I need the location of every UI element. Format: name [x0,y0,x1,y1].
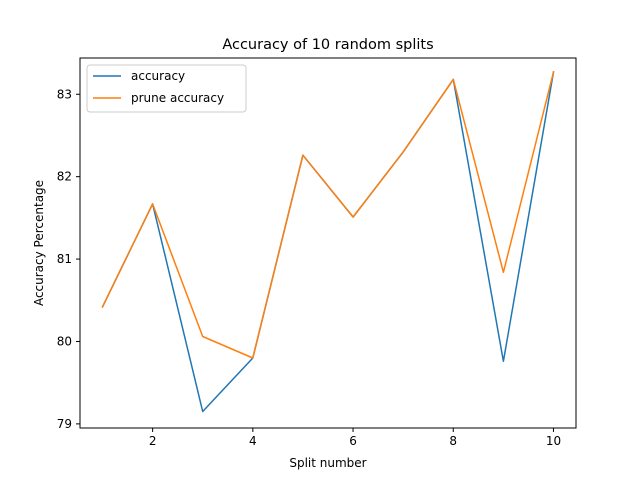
plot-area-frame [79,57,577,429]
y-tick-label: 83 [57,87,72,101]
y-tick-label: 79 [57,417,72,431]
series-line-prune-accuracy [101,71,555,359]
x-tick-label: 6 [349,434,357,448]
legend: accuracy prune accuracy [86,64,247,113]
y-axis-ticks: 79 80 81 82 83 [57,87,80,431]
x-tick-label: 2 [149,434,157,448]
legend-box [86,64,247,113]
x-tick-label: 10 [546,434,561,448]
y-tick-label: 80 [57,334,72,348]
series-layer [101,71,555,413]
x-tick-label: 8 [449,434,457,448]
legend-label-accuracy: accuracy [131,69,185,83]
y-axis-label: Accuracy Percentage [32,180,46,306]
x-axis-ticks: 2 4 6 8 10 [149,428,561,448]
y-tick-label: 82 [57,170,72,184]
legend-label-prune-accuracy: prune accuracy [131,91,224,105]
x-tick-label: 4 [249,434,257,448]
y-tick-label: 81 [57,252,72,266]
x-axis-label: Split number [289,456,366,470]
chart-title: Accuracy of 10 random splits [222,37,433,53]
